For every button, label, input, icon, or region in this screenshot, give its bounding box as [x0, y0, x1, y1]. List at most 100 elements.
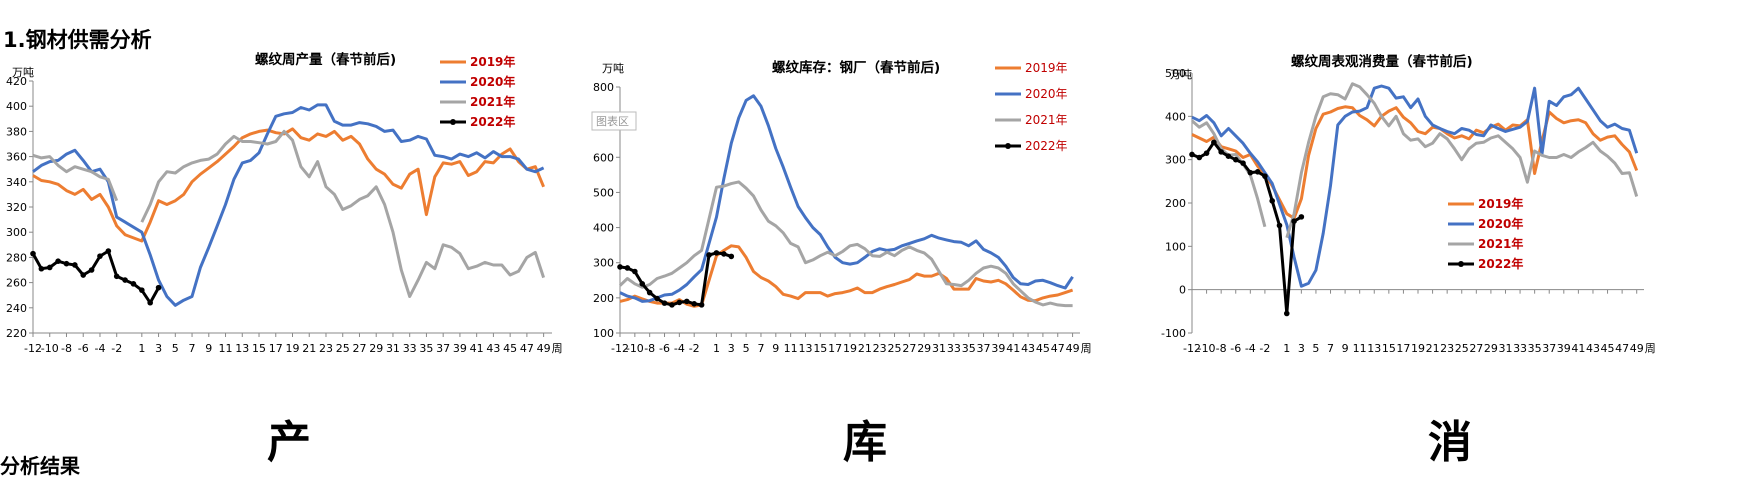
series-point — [122, 277, 128, 283]
x-tick-label: 19 — [843, 342, 857, 355]
series-point — [155, 284, 162, 291]
legend-label: 2020年 — [470, 74, 515, 89]
y-tick-label: 360 — [6, 151, 27, 164]
chart-title: 螺纹库存：钢厂（春节前后) — [772, 59, 940, 76]
series-point — [30, 250, 36, 257]
series-point — [130, 281, 137, 287]
x-tick-label: 1 — [713, 342, 720, 355]
y-tick-label: 400 — [593, 222, 614, 235]
x-tick-label: 25 — [888, 342, 902, 355]
series-point — [1254, 169, 1261, 175]
x-tick-label: -12 — [611, 342, 629, 355]
x-tick-label: 27 — [902, 342, 916, 355]
x-tick-label: 47 — [520, 342, 534, 355]
x-tick-label: -10 — [1198, 342, 1216, 355]
y-tick-label: 500 — [593, 186, 614, 199]
x-tick-label: 9 — [205, 342, 212, 355]
x-tick-label: 49 — [1066, 342, 1080, 355]
x-tick-label: 27 — [352, 342, 366, 355]
series-point — [1232, 156, 1239, 163]
x-tick-label: 3 — [1298, 342, 1305, 355]
y-tick-label: 200 — [1165, 197, 1186, 210]
production-label: 产 — [267, 417, 311, 468]
series-point — [683, 298, 690, 305]
x-tick-label: 37 — [436, 342, 450, 355]
legend-label: 2022年 — [1478, 256, 1523, 271]
y-tick-label: 100 — [593, 327, 614, 340]
chart-area-tooltip: 图表区 — [596, 114, 629, 128]
y-tick-label: 420 — [6, 75, 27, 88]
y-tick-label: 280 — [6, 251, 27, 264]
x-tick-label: 13 — [798, 342, 812, 355]
series-point — [1291, 218, 1297, 224]
y-tick-label: 300 — [1165, 154, 1186, 167]
x-tick-label: 31 — [386, 342, 400, 355]
x-tick-label: 17 — [1396, 342, 1410, 355]
x-tick-label: -10 — [626, 342, 644, 355]
x-tick-label: 17 — [828, 342, 842, 355]
x-tick-label: 43 — [1021, 342, 1035, 355]
series-point — [632, 268, 638, 275]
x-unit-label: 周 — [1081, 342, 1092, 355]
series-point — [706, 252, 712, 258]
x-tick-label: 31 — [1498, 342, 1512, 355]
series-point — [1218, 149, 1224, 155]
series-point — [46, 264, 53, 271]
x-tick-label: 27 — [1469, 342, 1483, 355]
series-line-2022年 — [31, 249, 160, 305]
x-tick-label: 7 — [757, 342, 764, 355]
series-line-2022年 — [1191, 140, 1303, 315]
x-tick-label: -4 — [674, 342, 685, 355]
series-line-2020年 — [619, 94, 1074, 303]
series-point — [1196, 154, 1203, 161]
series-point — [654, 295, 660, 302]
legend-label: 2019年 — [1478, 196, 1523, 211]
y-tick-label: 100 — [1165, 240, 1186, 253]
legend-label: 2020年 — [1025, 87, 1068, 101]
x-tick-label: 29 — [917, 342, 931, 355]
x-tick-label: 1 — [1283, 342, 1290, 355]
y-tick-label: 380 — [6, 125, 27, 138]
x-tick-label: 15 — [813, 342, 827, 355]
y-tick-label: 0 — [1179, 284, 1186, 297]
x-tick-label: 43 — [486, 342, 500, 355]
series-point — [1203, 150, 1210, 156]
x-tick-label: 21 — [858, 342, 872, 355]
series-point — [147, 299, 153, 306]
legend-label: 2022年 — [470, 114, 515, 129]
y-tick-label: 300 — [6, 226, 27, 239]
series-line-2021年 — [1191, 82, 1639, 239]
series-point — [113, 273, 120, 280]
y-unit-label: 万吨 — [12, 66, 34, 79]
legend-label: 2019年 — [470, 54, 515, 69]
x-tick-label: -8 — [61, 342, 72, 355]
series-point — [669, 302, 675, 308]
x-tick-label: 7 — [1327, 342, 1334, 355]
series-point — [1276, 222, 1283, 229]
series-line-2019年 — [619, 244, 1074, 308]
series-point — [1247, 169, 1254, 176]
x-tick-label: 19 — [286, 342, 300, 355]
series-point — [105, 248, 112, 254]
series-point — [713, 250, 720, 256]
inventory-label: 库 — [843, 417, 887, 468]
x-tick-label: -12 — [24, 342, 42, 355]
x-tick-label: 47 — [1615, 342, 1629, 355]
x-tick-label: -2 — [689, 342, 700, 355]
x-tick-label: 23 — [873, 342, 887, 355]
y-tick-label: 340 — [6, 176, 27, 189]
legend-label: 2021年 — [470, 94, 515, 109]
y-tick-label: 320 — [6, 201, 27, 214]
x-tick-label: 23 — [319, 342, 333, 355]
y-tick-label: 240 — [6, 302, 27, 315]
series-point — [139, 287, 145, 293]
x-tick-label: 13 — [235, 342, 249, 355]
x-tick-label: 45 — [1036, 342, 1050, 355]
series-point — [1189, 151, 1195, 158]
series-point — [1283, 310, 1290, 317]
series-line-2020年 — [1191, 84, 1639, 288]
series-line-2022年 — [619, 251, 732, 307]
x-tick-label: 31 — [932, 342, 946, 355]
x-tick-label: 13 — [1367, 342, 1381, 355]
legend-marker — [1005, 143, 1011, 149]
